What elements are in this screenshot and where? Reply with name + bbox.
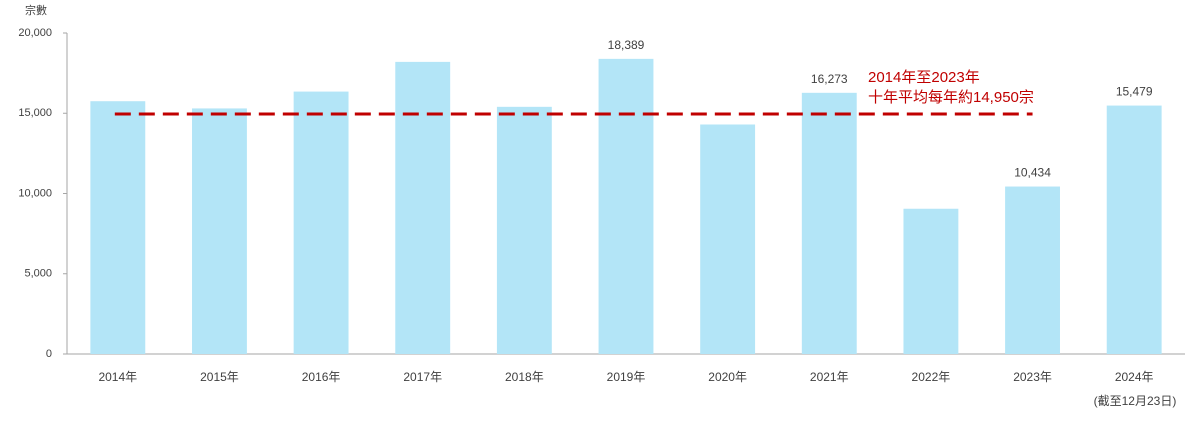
bar — [1106, 105, 1162, 355]
y-tick-label: 15,000 — [18, 107, 52, 119]
x-tick-label: 2015年 — [200, 370, 239, 384]
bar — [496, 106, 552, 354]
value-label: 15,479 — [1116, 85, 1153, 99]
x-tick-label: 2024年 — [1115, 370, 1154, 384]
x-tick-label: 2022年 — [912, 370, 951, 384]
x-tick-label: 2020年 — [708, 370, 747, 384]
bar — [801, 92, 857, 354]
y-tick-label: 0 — [46, 348, 52, 360]
bar — [395, 61, 451, 354]
bar — [90, 101, 146, 355]
bar — [192, 108, 247, 354]
x-tick-label: 2017年 — [403, 370, 442, 384]
y-tick-label: 10,000 — [18, 187, 52, 199]
x-tick-label: 2014年 — [98, 370, 137, 384]
bar — [700, 124, 756, 354]
x-tick-label: 2021年 — [810, 370, 849, 384]
average-annotation: 十年平均每年約14,950宗 — [868, 88, 1034, 106]
value-label: 10,434 — [1014, 166, 1051, 180]
bar — [1005, 186, 1060, 354]
x-tick-label: 2023年 — [1013, 370, 1052, 384]
bar — [598, 58, 654, 355]
y-tick-label: 5,000 — [24, 268, 52, 280]
footnote: (截至12月23日) — [1094, 394, 1177, 408]
x-tick-label: 2016年 — [302, 370, 341, 384]
value-label: 18,389 — [608, 38, 645, 52]
y-axis-label: 宗數 — [25, 3, 47, 17]
average-annotation: 2014年至2023年 — [868, 69, 980, 86]
x-tick-label: 2018年 — [505, 370, 544, 384]
x-tick-label: 2019年 — [607, 370, 646, 384]
bar — [903, 208, 959, 354]
bar — [293, 91, 349, 355]
y-tick-label: 20,000 — [18, 27, 52, 39]
value-label: 16,273 — [811, 72, 848, 86]
